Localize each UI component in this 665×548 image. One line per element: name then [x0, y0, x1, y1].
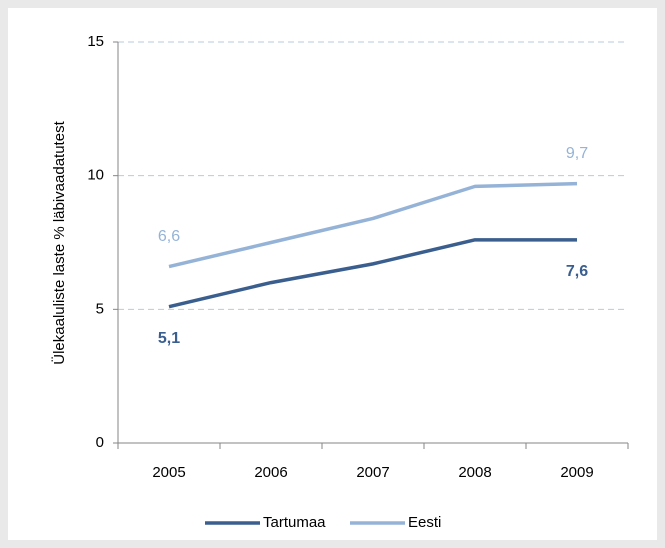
x-tick-label: 2005	[152, 464, 185, 481]
legend-label: Tartumaa	[263, 514, 326, 531]
y-tick-label: 15	[87, 33, 104, 50]
y-axis-label: Ülekaaluliste laste % läbivaadatutest	[50, 120, 68, 364]
y-tick-label: 10	[87, 167, 104, 184]
line	[168, 181, 578, 269]
data-label: 5,1	[158, 330, 180, 347]
x-tick-label: 2006	[254, 464, 287, 481]
data-label: 7,6	[566, 263, 588, 280]
chart-area	[8, 8, 657, 540]
legend-label: Eesti	[408, 514, 441, 531]
x-tick-label: 2009	[560, 464, 593, 481]
y-tick-label: 0	[96, 434, 104, 451]
x-tick-label: 2008	[458, 464, 491, 481]
data-label: 9,7	[566, 145, 588, 162]
line	[168, 238, 577, 309]
x-tick-label: 2007	[356, 464, 389, 481]
data-label: 6,6	[158, 228, 180, 245]
y-tick-label: 5	[96, 300, 104, 317]
